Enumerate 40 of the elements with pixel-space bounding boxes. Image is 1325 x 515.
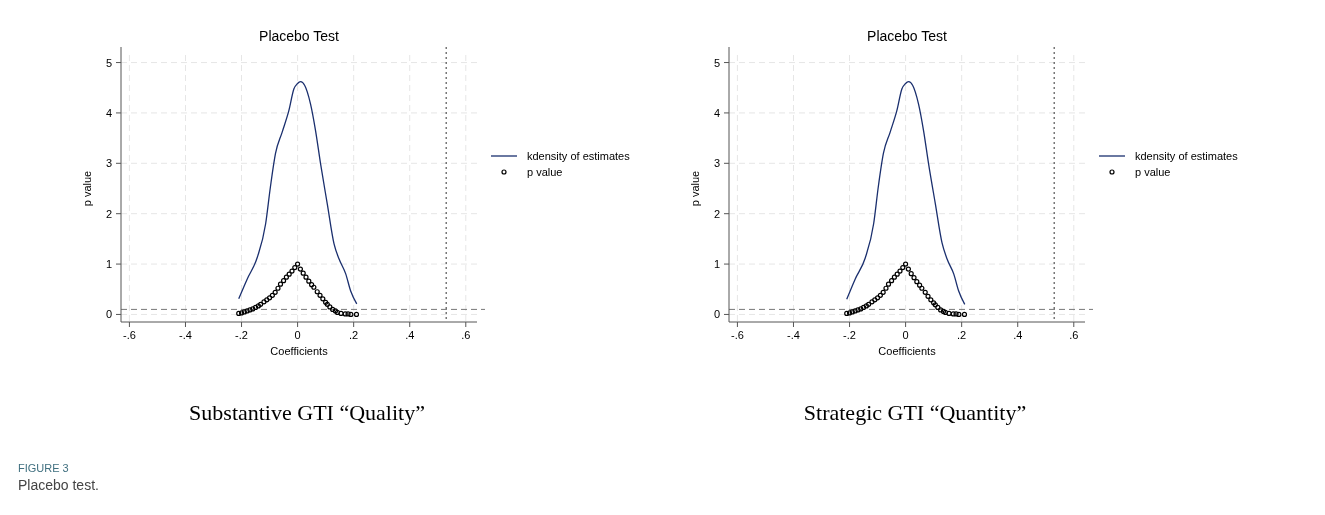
y-tick-label: 2 bbox=[713, 207, 720, 220]
x-tick-label: .4 bbox=[405, 329, 415, 341]
x-tick-label: -.6 bbox=[122, 329, 136, 341]
y-tick-label: 1 bbox=[713, 258, 720, 271]
legend-label: kdensity of estimates bbox=[527, 150, 631, 162]
x-tick-label: .2 bbox=[349, 329, 359, 341]
x-tick-label: .6 bbox=[1069, 329, 1079, 341]
chart-title: Placebo Test bbox=[259, 28, 340, 44]
x-tick-label: -.4 bbox=[787, 329, 800, 341]
x-tick-label: -.6 bbox=[730, 329, 744, 341]
y-tick-label: 5 bbox=[713, 56, 720, 69]
y-tick-label: 2 bbox=[105, 207, 112, 220]
text: Substantive GTI “Quality” bbox=[189, 400, 425, 425]
legend-label: kdensity of estimates bbox=[1135, 150, 1239, 162]
y-tick-label: 3 bbox=[105, 157, 112, 170]
x-tick-label: 0 bbox=[902, 329, 909, 341]
legend-label: p value bbox=[1135, 166, 1171, 178]
chart-title: Placebo Test bbox=[867, 28, 948, 44]
x-tick-label: .6 bbox=[461, 329, 471, 341]
y-tick-label: 1 bbox=[105, 258, 112, 271]
y-axis-title: p value bbox=[689, 170, 701, 207]
y-tick-label: 4 bbox=[713, 106, 720, 119]
x-tick-label: -.4 bbox=[179, 329, 192, 341]
x-tick-label: .4 bbox=[1013, 329, 1023, 341]
y-tick-label: 4 bbox=[105, 106, 112, 119]
text: Strategic GTI “Quantity” bbox=[803, 400, 1027, 425]
y-tick-label: 0 bbox=[105, 308, 112, 321]
x-axis-title: Coefficients bbox=[270, 345, 329, 357]
x-tick-label: 0 bbox=[294, 329, 301, 341]
x-tick-label: .2 bbox=[957, 329, 967, 341]
x-tick-label: -.2 bbox=[235, 329, 248, 341]
y-tick-label: 5 bbox=[105, 56, 112, 69]
x-tick-label: -.2 bbox=[843, 329, 856, 341]
legend-label: p value bbox=[527, 166, 563, 178]
x-axis-title: Coefficients bbox=[878, 345, 937, 357]
y-axis-title: p value bbox=[81, 170, 93, 207]
y-tick-label: 0 bbox=[713, 308, 720, 321]
caption: FIGURE 3 bbox=[18, 462, 69, 474]
y-tick-label: 3 bbox=[713, 157, 720, 170]
text: Placebo test. bbox=[18, 477, 99, 493]
